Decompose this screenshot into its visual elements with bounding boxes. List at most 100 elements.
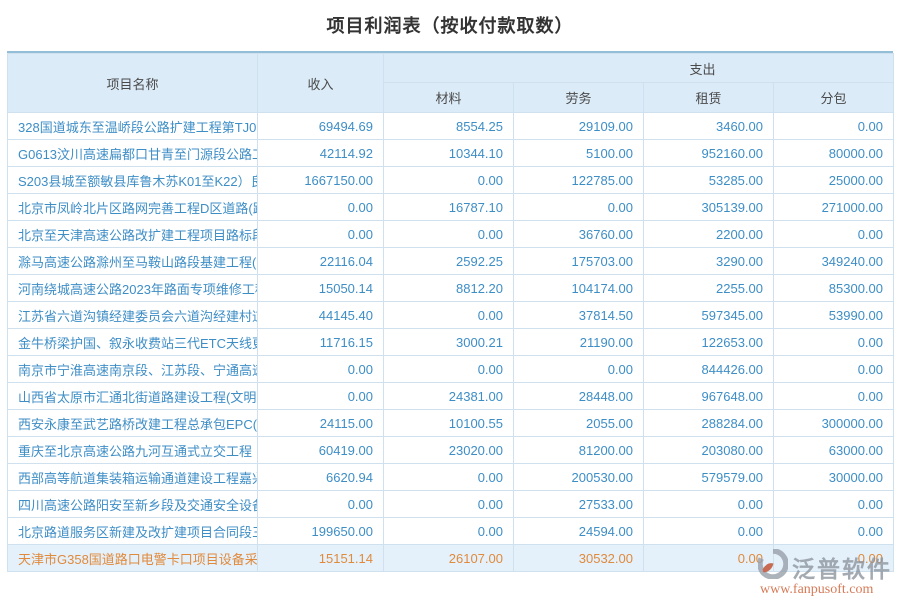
labor-cell: 37814.50 [513, 301, 644, 329]
table-row[interactable]: 四川高速公路阳安至新乡段及交通安全设备 0.00 0.00 27533.00 0… [7, 490, 895, 518]
labor-cell: 0.00 [513, 355, 644, 383]
table-row[interactable]: 西安永康至武艺路桥改建工程总承包EPC( 24115.00 10100.55 2… [7, 409, 895, 437]
subcontract-cell: 25000.00 [772, 166, 895, 194]
subcontract-cell: 0.00 [772, 517, 895, 545]
project-name-cell[interactable]: G0613汶川高速扁都口甘青至门源段公路工 [7, 139, 258, 167]
subcontract-cell: 53990.00 [772, 301, 895, 329]
subcontract-cell: 0.00 [772, 112, 895, 140]
table-row[interactable]: 南京市宁淮高速南京段、江苏段、宁通高速 0.00 0.00 0.00 84442… [7, 355, 895, 383]
column-header-labor: 劳务 [513, 82, 644, 113]
income-cell: 11716.15 [257, 328, 384, 356]
material-cell: 23020.00 [383, 436, 514, 464]
subcontract-cell: 0.00 [772, 382, 895, 410]
income-cell: 15050.14 [257, 274, 384, 302]
project-name-cell[interactable]: 北京至天津高速公路改扩建工程项目路标段 [7, 220, 258, 248]
rent-cell: 288284.00 [643, 409, 774, 437]
project-name-cell[interactable]: 北京路道服务区新建及改扩建项目合同段三 [7, 517, 258, 545]
column-header-project-name: 项目名称 [7, 53, 258, 113]
table-row[interactable]: 金牛桥梁护国、叙永收费站三代ETC天线更 11716.15 3000.21 21… [7, 328, 895, 356]
rent-cell: 952160.00 [643, 139, 774, 167]
project-name-cell[interactable]: 北京市凤岭北片区路网完善工程D区道路(路 [7, 193, 258, 221]
labor-cell: 21190.00 [513, 328, 644, 356]
table-row[interactable]: 滁马高速公路滁州至马鞍山路段基建工程( 22116.04 2592.25 175… [7, 247, 895, 275]
income-cell: 1667150.00 [257, 166, 384, 194]
table-row[interactable]: 河南绕城高速公路2023年路面专项维修工程 15050.14 8812.20 1… [7, 274, 895, 302]
material-cell: 10344.10 [383, 139, 514, 167]
subcontract-cell: 0.00 [772, 544, 895, 572]
subcontract-cell: 0.00 [772, 220, 895, 248]
subcontract-cell: 0.00 [772, 490, 895, 518]
rent-cell: 2200.00 [643, 220, 774, 248]
material-cell: 0.00 [383, 517, 514, 545]
material-cell: 2592.25 [383, 247, 514, 275]
labor-cell: 2055.00 [513, 409, 644, 437]
project-name-cell[interactable]: 金牛桥梁护国、叙永收费站三代ETC天线更 [7, 328, 258, 356]
profit-table-container: 项目名称 收入 支出 材料 劳务 租赁 分包 328国道城东至温峤段公路扩建工程… [7, 51, 895, 572]
table-row[interactable]: 328国道城东至温峤段公路扩建工程第TJ0 69494.69 8554.25 2… [7, 112, 895, 140]
labor-cell: 104174.00 [513, 274, 644, 302]
income-cell: 42114.92 [257, 139, 384, 167]
rent-cell: 0.00 [643, 517, 774, 545]
project-name-cell[interactable]: 西部高等航道集装箱运输通道建设工程嘉兴 [7, 463, 258, 491]
material-cell: 24381.00 [383, 382, 514, 410]
subcontract-cell: 85300.00 [772, 274, 895, 302]
table-header: 项目名称 收入 支出 材料 劳务 租赁 分包 [7, 53, 895, 113]
project-name-cell[interactable]: 西安永康至武艺路桥改建工程总承包EPC( [7, 409, 258, 437]
labor-cell: 200530.00 [513, 463, 644, 491]
table-row[interactable]: 西部高等航道集装箱运输通道建设工程嘉兴 6620.94 0.00 200530.… [7, 463, 895, 491]
table-row[interactable]: S203县城至额敏县库鲁木苏K01至K22）良 1667150.00 0.00 … [7, 166, 895, 194]
table-row[interactable]: 北京路道服务区新建及改扩建项目合同段三 199650.00 0.00 24594… [7, 517, 895, 545]
project-name-cell[interactable]: 天津市G358国道路口电警卡口项目设备采 [7, 544, 258, 572]
income-cell: 60419.00 [257, 436, 384, 464]
material-cell: 8812.20 [383, 274, 514, 302]
income-cell: 69494.69 [257, 112, 384, 140]
table-row[interactable]: 重庆至北京高速公路九河互通式立交工程 60419.00 23020.00 812… [7, 436, 895, 464]
table-row[interactable]: 天津市G358国道路口电警卡口项目设备采 15151.14 26107.00 3… [7, 544, 895, 572]
rent-cell: 3290.00 [643, 247, 774, 275]
labor-cell: 5100.00 [513, 139, 644, 167]
project-name-cell[interactable]: 重庆至北京高速公路九河互通式立交工程 [7, 436, 258, 464]
project-name-cell[interactable]: 滁马高速公路滁州至马鞍山路段基建工程( [7, 247, 258, 275]
rent-cell: 2255.00 [643, 274, 774, 302]
labor-cell: 122785.00 [513, 166, 644, 194]
rent-cell: 579579.00 [643, 463, 774, 491]
rent-cell: 0.00 [643, 490, 774, 518]
table-row[interactable]: 北京至天津高速公路改扩建工程项目路标段 0.00 0.00 36760.00 2… [7, 220, 895, 248]
income-cell: 0.00 [257, 220, 384, 248]
material-cell: 0.00 [383, 490, 514, 518]
column-header-expense-group: 支出 [382, 53, 895, 83]
material-cell: 0.00 [383, 355, 514, 383]
project-name-cell[interactable]: 河南绕城高速公路2023年路面专项维修工程 [7, 274, 258, 302]
project-name-cell[interactable]: 山西省太原市汇通北街道路建设工程(文明 [7, 382, 258, 410]
table-row[interactable]: G0613汶川高速扁都口甘青至门源段公路工 42114.92 10344.10 … [7, 139, 895, 167]
labor-cell: 27533.00 [513, 490, 644, 518]
material-cell: 10100.55 [383, 409, 514, 437]
table-row[interactable]: 北京市凤岭北片区路网完善工程D区道路(路 0.00 16787.10 0.00 … [7, 193, 895, 221]
project-name-cell[interactable]: 江苏省六道沟镇经建委员会六道沟经建村道 [7, 301, 258, 329]
rent-cell: 305139.00 [643, 193, 774, 221]
material-cell: 8554.25 [383, 112, 514, 140]
income-cell: 0.00 [257, 490, 384, 518]
income-cell: 199650.00 [257, 517, 384, 545]
profit-table: 项目名称 收入 支出 材料 劳务 租赁 分包 328国道城东至温峤段公路扩建工程… [7, 53, 895, 572]
subcontract-cell: 0.00 [772, 328, 895, 356]
subcontract-cell: 0.00 [772, 355, 895, 383]
labor-cell: 29109.00 [513, 112, 644, 140]
rent-cell: 844426.00 [643, 355, 774, 383]
rent-cell: 967648.00 [643, 382, 774, 410]
labor-cell: 30532.00 [513, 544, 644, 572]
column-header-material: 材料 [383, 82, 514, 113]
income-cell: 6620.94 [257, 463, 384, 491]
income-cell: 0.00 [257, 355, 384, 383]
page-title: 项目利润表（按收付款取数） [326, 16, 574, 36]
subcontract-cell: 349240.00 [772, 247, 895, 275]
project-name-cell[interactable]: 328国道城东至温峤段公路扩建工程第TJ0 [7, 112, 258, 140]
material-cell: 16787.10 [383, 193, 514, 221]
project-name-cell[interactable]: 四川高速公路阳安至新乡段及交通安全设备 [7, 490, 258, 518]
labor-cell: 0.00 [513, 193, 644, 221]
table-row[interactable]: 江苏省六道沟镇经建委员会六道沟经建村道 44145.40 0.00 37814.… [7, 301, 895, 329]
project-name-cell[interactable]: 南京市宁淮高速南京段、江苏段、宁通高速 [7, 355, 258, 383]
project-name-cell[interactable]: S203县城至额敏县库鲁木苏K01至K22）良 [7, 166, 258, 194]
material-cell: 3000.21 [383, 328, 514, 356]
table-row[interactable]: 山西省太原市汇通北街道路建设工程(文明 0.00 24381.00 28448.… [7, 382, 895, 410]
